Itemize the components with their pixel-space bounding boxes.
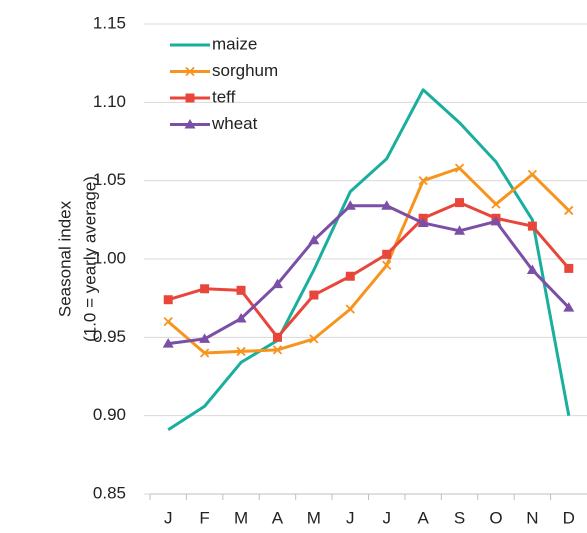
data-point	[272, 345, 283, 355]
series-line	[167, 88, 571, 432]
legend-label: maize	[212, 34, 257, 53]
x-tick-label: N	[526, 508, 538, 527]
x-tick-label: J	[346, 508, 355, 527]
y-tick-label: 0.85	[93, 483, 126, 502]
data-point	[491, 199, 501, 209]
y-axis-label: Seasonal index	[55, 200, 74, 317]
data-point	[199, 333, 211, 343]
data-point	[272, 332, 282, 342]
y-tick-label: 0.95	[93, 327, 126, 346]
data-point	[564, 205, 574, 216]
data-point	[563, 302, 575, 312]
x-tick-label: F	[199, 508, 209, 527]
x-tick-label: A	[272, 508, 284, 527]
data-point	[344, 200, 356, 210]
data-point	[345, 304, 355, 314]
y-tick-label: 1.15	[93, 13, 126, 32]
x-tick-label: A	[417, 508, 429, 527]
data-point	[564, 263, 574, 273]
x-tick-label: J	[164, 508, 173, 527]
data-point	[454, 225, 466, 235]
data-point	[236, 346, 246, 357]
y-tick-label: 0.90	[93, 405, 126, 424]
data-point	[271, 278, 283, 289]
data-point	[235, 313, 247, 323]
y-tick-label: 1.10	[93, 92, 126, 111]
y-tick-label: 1.05	[93, 170, 126, 189]
legend-label: wheat	[211, 114, 258, 133]
data-point	[527, 221, 537, 231]
x-tick-label: D	[563, 508, 575, 527]
data-point	[163, 317, 173, 327]
data-point	[526, 264, 538, 274]
data-point	[454, 163, 465, 173]
data-point	[309, 334, 319, 344]
data-point	[162, 338, 174, 348]
data-point	[527, 169, 538, 180]
y-tick-label: 1.00	[93, 248, 126, 267]
x-tick-label: J	[382, 508, 391, 527]
data-point	[382, 260, 392, 270]
legend-marker	[184, 119, 196, 129]
legend-label: sorghum	[212, 61, 278, 80]
data-point	[418, 176, 428, 186]
series-line	[168, 204, 570, 346]
y-axis-label: (1.0 = yearly average)	[80, 176, 99, 342]
data-point	[345, 271, 355, 281]
x-tick-label: O	[489, 508, 502, 527]
series-line	[167, 166, 570, 355]
legend-marker	[185, 93, 195, 103]
data-point	[163, 295, 173, 305]
data-point	[455, 198, 465, 208]
data-point	[199, 348, 210, 358]
data-point	[236, 285, 246, 295]
x-tick-label: S	[454, 508, 465, 527]
data-point	[308, 234, 320, 245]
legend-label: teff	[212, 87, 236, 106]
data-point	[382, 249, 392, 259]
x-tick-label: M	[234, 508, 248, 527]
series-line	[167, 201, 570, 339]
data-point	[417, 217, 429, 227]
data-point	[200, 284, 210, 294]
legend-marker	[185, 66, 195, 77]
x-tick-label: M	[307, 508, 321, 527]
data-point	[309, 290, 319, 300]
data-point	[381, 200, 393, 210]
data-point	[490, 215, 502, 226]
